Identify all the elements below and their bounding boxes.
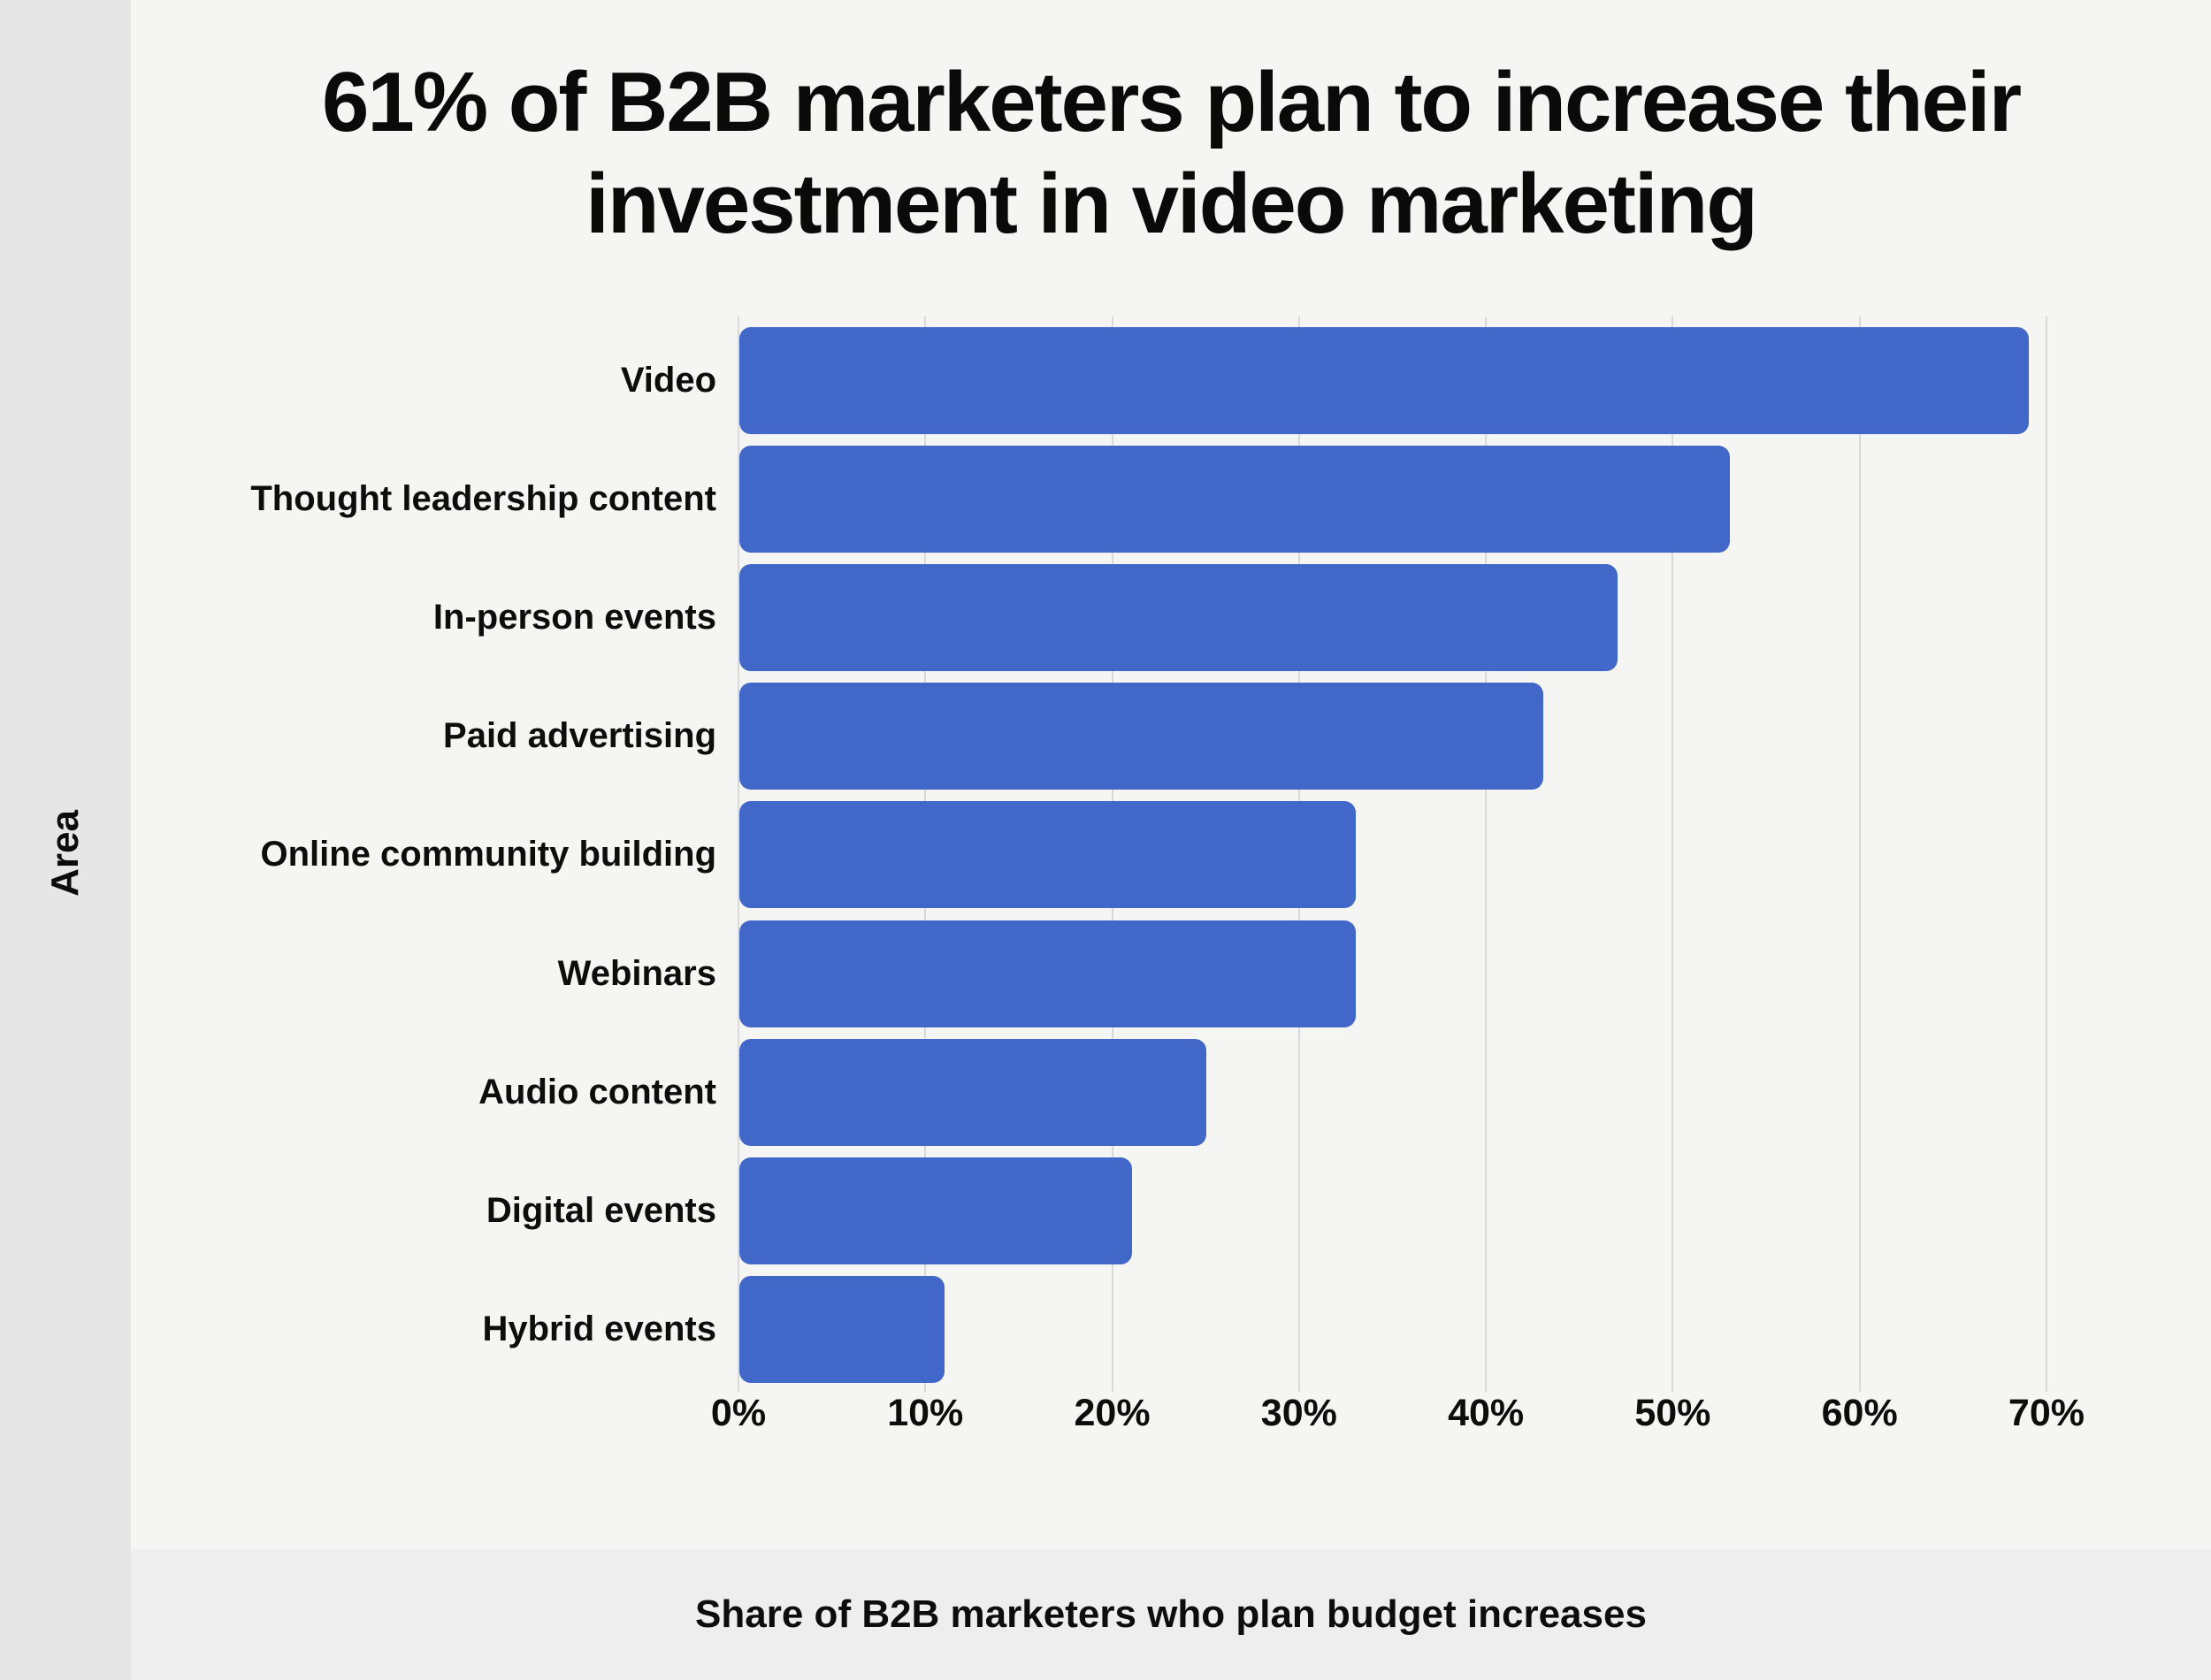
bar-in-person-events (739, 564, 1618, 671)
category-label-digital-events: Digital events (486, 1191, 716, 1230)
bar-audio-content (739, 1039, 1206, 1146)
bar-video (739, 327, 2029, 434)
bar-hybrid-events (739, 1276, 945, 1383)
bar-online-community-building (739, 801, 1356, 908)
chart-title: 61% of B2B marketers plan to increase th… (321, 55, 2022, 252)
left-margin-strip (0, 0, 131, 1680)
category-label-audio-content: Audio content (478, 1073, 716, 1111)
x-tick-label-60: 60% (1821, 1392, 1898, 1434)
x-tick-label-50: 50% (1634, 1392, 1711, 1434)
category-label-thought-leadership-content: Thought leadership content (250, 479, 716, 518)
x-tick-label-30: 30% (1260, 1392, 1337, 1434)
footer-band (131, 1549, 2211, 1680)
bar-paid-advertising (739, 683, 1543, 790)
category-label-online-community-building: Online community building (260, 835, 716, 874)
x-tick-label-0: 0% (710, 1392, 767, 1434)
x-tick-label-10: 10% (887, 1392, 964, 1434)
gridline-0 (738, 317, 739, 1392)
gridline-60 (1858, 317, 1861, 1392)
category-label-video: Video (620, 361, 716, 400)
category-label-in-person-events: In-person events (432, 598, 716, 637)
category-label-webinars: Webinars (557, 954, 716, 993)
bar-webinars (739, 920, 1356, 1027)
x-tick-label-20: 20% (1074, 1392, 1151, 1434)
category-label-hybrid-events: Hybrid events (482, 1310, 716, 1348)
x-tick-label-70: 70% (2008, 1392, 2085, 1434)
category-label-paid-advertising: Paid advertising (443, 716, 716, 755)
x-axis-caption: Share of B2B marketers who plan budget i… (695, 1592, 1647, 1636)
gridline-40 (1485, 317, 1488, 1392)
gridline-50 (1672, 317, 1674, 1392)
bar-digital-events (739, 1157, 1132, 1264)
gridline-70 (2045, 317, 2047, 1392)
bar-thought-leadership-content (739, 446, 1730, 553)
x-tick-label-40: 40% (1448, 1392, 1525, 1434)
